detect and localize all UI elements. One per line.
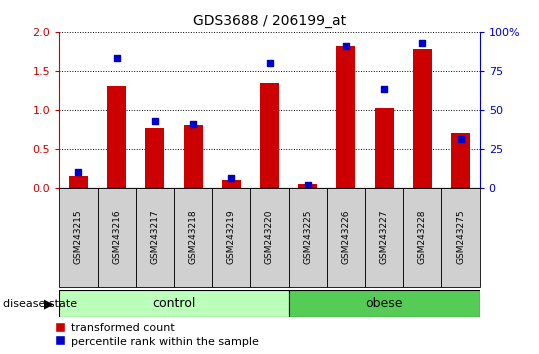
Title: GDS3688 / 206199_at: GDS3688 / 206199_at [193,14,346,28]
Text: GSM243217: GSM243217 [150,210,160,264]
Bar [98,188,136,287]
Text: obese: obese [365,297,403,310]
Point [227,176,236,181]
Point [74,169,82,175]
Point [112,56,121,61]
Bar [336,46,356,188]
Text: control: control [152,297,196,310]
Bar [441,188,480,287]
Text: GSM243226: GSM243226 [341,210,350,264]
Bar [327,188,365,287]
Text: GSM243227: GSM243227 [379,210,389,264]
Text: GSM243275: GSM243275 [456,210,465,264]
Text: GSM243216: GSM243216 [112,210,121,264]
Bar [183,125,203,188]
Bar [260,83,279,188]
Legend: transformed count, percentile rank within the sample: transformed count, percentile rank withi… [54,322,259,347]
Point [418,40,427,46]
Bar [298,184,317,188]
Text: GSM243219: GSM243219 [227,210,236,264]
Text: GSM243228: GSM243228 [418,210,427,264]
Text: GSM243215: GSM243215 [74,210,83,264]
Text: GSM243225: GSM243225 [303,210,312,264]
Point [265,60,274,66]
Bar [451,133,470,188]
Bar [59,188,98,287]
Bar [403,188,441,287]
Text: disease state: disease state [3,298,77,309]
Point [189,121,197,127]
Bar [146,128,164,188]
Text: GSM243218: GSM243218 [189,210,198,264]
Bar [136,188,174,287]
Point [342,43,350,49]
Bar [59,290,288,317]
Point [380,87,389,92]
Bar [222,180,241,188]
Text: GSM243220: GSM243220 [265,210,274,264]
Bar [174,188,212,287]
Bar [69,176,88,188]
Bar [288,290,480,317]
Bar [212,188,251,287]
Point [303,182,312,187]
Bar [251,188,288,287]
Point [150,118,159,124]
Bar [375,108,393,188]
Bar [107,86,126,188]
Bar [413,49,432,188]
Bar [288,188,327,287]
Text: ▶: ▶ [44,297,54,310]
Bar [365,188,403,287]
Point [457,137,465,142]
